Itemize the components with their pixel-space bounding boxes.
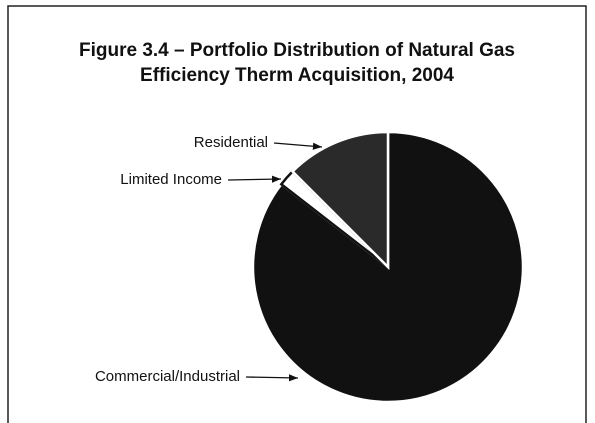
label-arrow — [245, 374, 299, 382]
label-arrow — [227, 175, 282, 183]
label-arrow — [273, 142, 323, 150]
pie-slice — [290, 130, 390, 271]
chart-subtitle: Efficiency Therm Acquisition, 2004 — [140, 65, 454, 86]
chart-title: Figure 3.4 – Portfolio Distribution of N… — [79, 40, 515, 61]
slice-label: Residential — [194, 134, 268, 151]
slice-label: Commercial/Industrial — [95, 368, 240, 385]
frame — [7, 5, 587, 423]
slice-label: Limited Income — [120, 171, 222, 188]
